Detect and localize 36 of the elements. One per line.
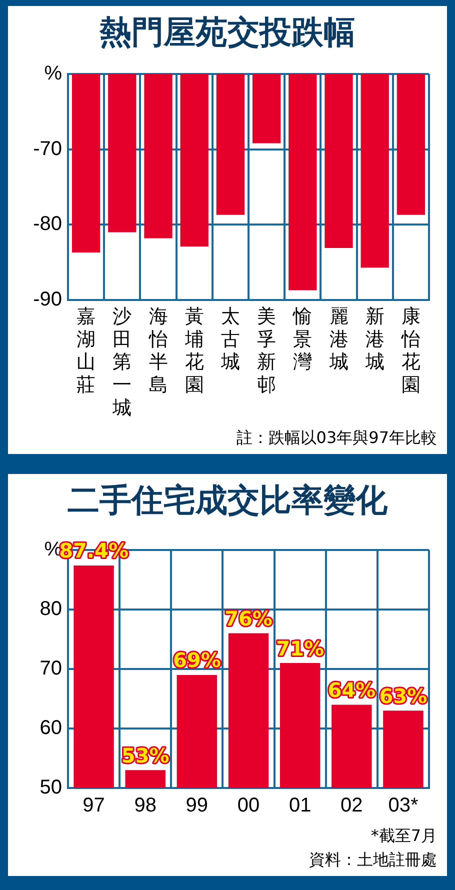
y-tick-label: 70 xyxy=(40,658,62,680)
x-tick-label: 海怡半島 xyxy=(148,306,168,396)
y-tick-label: 80 xyxy=(40,598,62,620)
x-tick-label: 98 xyxy=(134,794,156,817)
x-tick-label: 黃埔花園 xyxy=(184,306,204,396)
y-tick-label: 50 xyxy=(40,776,62,799)
x-tick-label: 康怡花園 xyxy=(400,306,420,396)
x-tick-label: 麗港城 xyxy=(328,306,348,374)
x-tick-label: 97 xyxy=(82,794,105,817)
x-tick-label: 沙田第一城 xyxy=(112,306,132,419)
x-tick-label: 01 xyxy=(288,794,312,817)
y-tick-label: -80 xyxy=(33,213,62,236)
x-tick-label: 嘉湖山莊 xyxy=(76,306,96,396)
chart-title: 熱門屋苑交投跌幅 xyxy=(98,12,356,53)
data-label: 64% xyxy=(328,678,376,702)
x-tick-label: 愉景灣 xyxy=(292,306,312,374)
y-tick-label: -90 xyxy=(33,288,62,311)
text: *截至7月 xyxy=(370,825,438,847)
data-label: 63% xyxy=(379,684,428,708)
y-tick-label: 60 xyxy=(40,717,62,740)
x-tick-label: 新港城 xyxy=(364,306,384,374)
text: 資料：土地註冊處 xyxy=(308,849,438,871)
data-label: 53% xyxy=(121,743,170,768)
data-label: 69% xyxy=(172,648,221,672)
x-tick-label: 99 xyxy=(186,794,208,817)
x-tick-label: 02 xyxy=(340,794,363,817)
data-label: 71% xyxy=(276,636,324,660)
text: 註：跌幅以03年與97年比較 xyxy=(235,427,438,449)
y-tick-label: % xyxy=(44,62,62,85)
x-tick-label: 美孚新邨 xyxy=(257,306,276,396)
chart-title: 二手住宅成交比率變化 xyxy=(66,480,388,521)
x-tick-label: 03* xyxy=(388,794,418,817)
x-tick-label: 太古城 xyxy=(220,306,240,374)
x-tick-label: 00 xyxy=(237,794,260,817)
data-label: 76% xyxy=(224,606,272,631)
y-tick-label: -70 xyxy=(33,138,62,160)
